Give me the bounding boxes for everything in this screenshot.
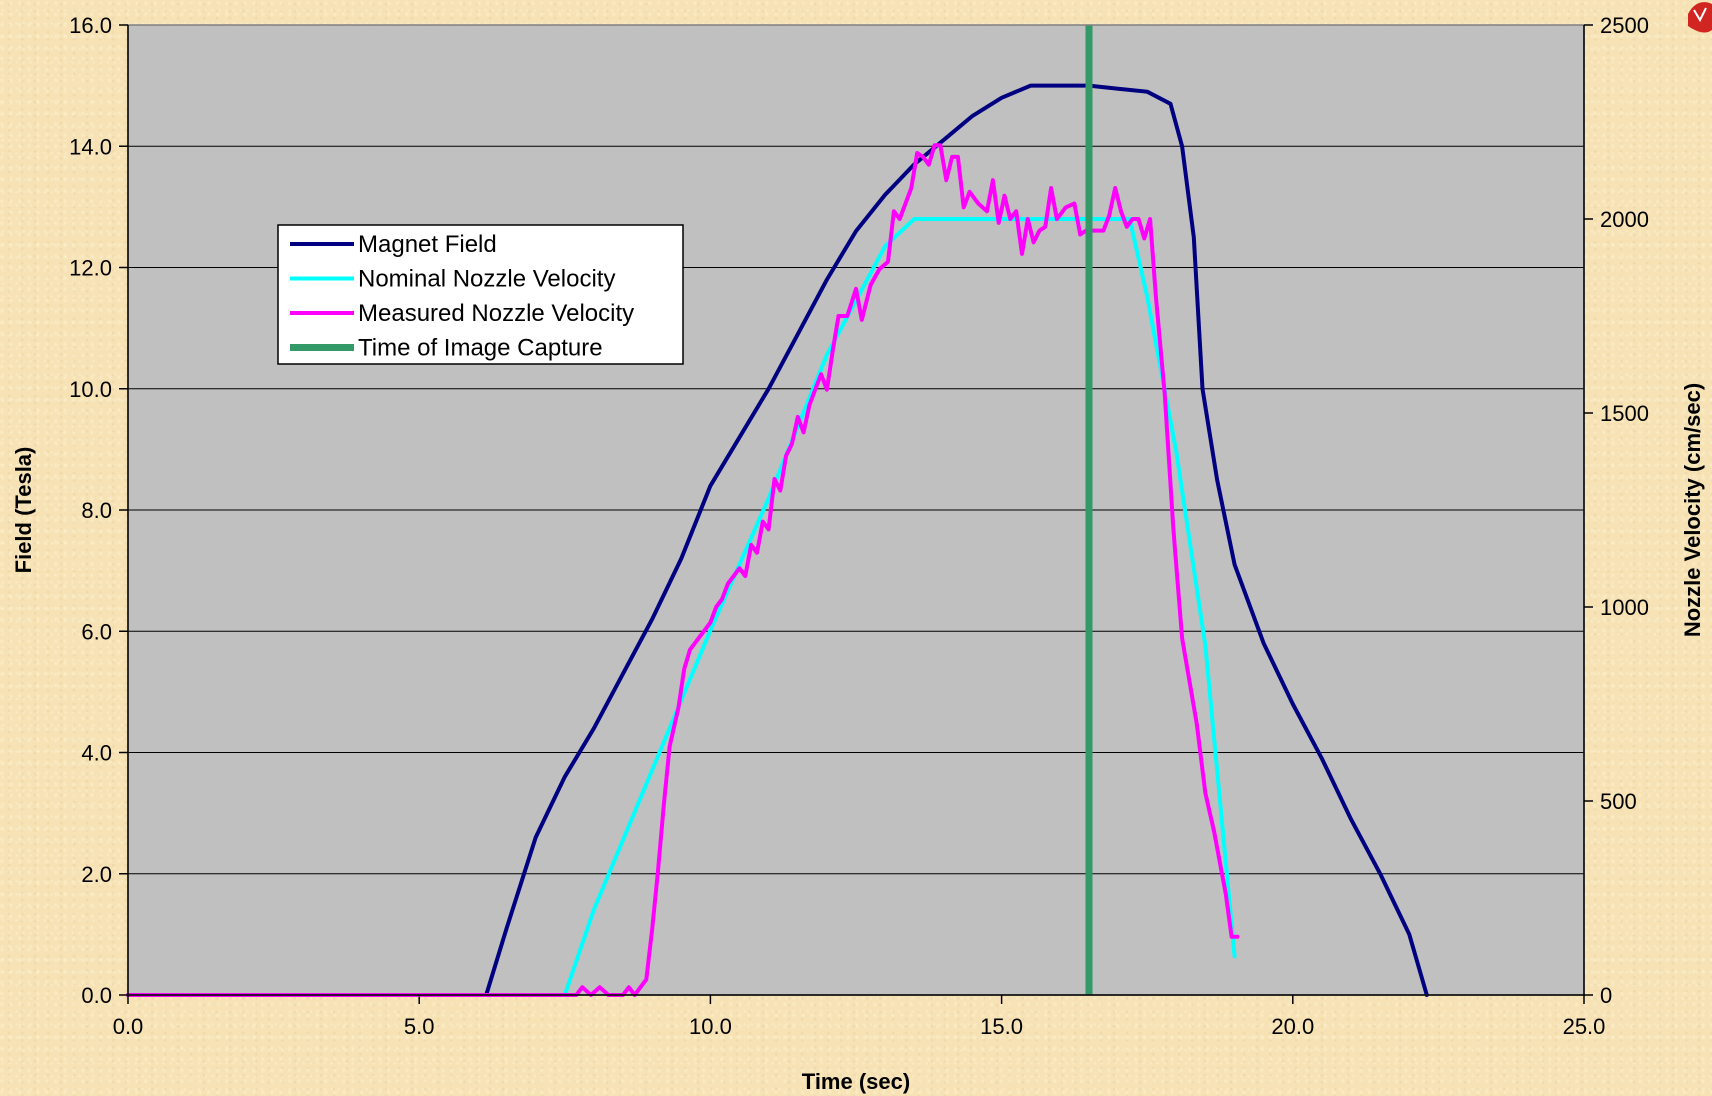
y-tick-label: 2.0	[81, 862, 112, 887]
y2-tick-label: 1500	[1600, 401, 1649, 426]
legend-box	[277, 224, 684, 365]
y2-tick-label: 0	[1600, 983, 1612, 1008]
legend: Magnet Field Nominal Nozzle Velocity Measu…	[277, 224, 684, 365]
y2-tick-label: 1000	[1600, 595, 1649, 620]
x-axis-title: Time (sec)	[802, 1069, 910, 1094]
x-tick-label: 0.0	[113, 1014, 144, 1039]
series-line-nominal-nozzle-velocity	[126, 217, 1237, 997]
gridlines	[128, 145, 1584, 875]
y-tick-label: 6.0	[81, 619, 112, 644]
x-tick-label: 20.0	[1271, 1014, 1314, 1039]
legend-label-magnet-field: Magnet Field	[358, 231, 497, 258]
y-tick-label: 14.0	[69, 134, 112, 159]
y2-tick-label: 2500	[1600, 13, 1649, 38]
y-tick-label: 10.0	[69, 377, 112, 402]
axes: 0.0 5.0 10.0 15.0 20.0 25.0 0.0 2.0 4.0 6.0 8.0 10.…	[69, 13, 1649, 1039]
x-tick-label: 10.0	[689, 1014, 732, 1039]
legend-label-time-of-image-capture: Time of Image Capture	[358, 335, 603, 362]
y2-tick-label: 500	[1600, 789, 1637, 814]
y2-axis-title: Nozzle Velocity (cm/sec)	[1680, 383, 1705, 637]
x-tick-label: 25.0	[1563, 1014, 1606, 1039]
corner-stamp-icon	[1688, 2, 1712, 33]
y-tick-label: 12.0	[69, 256, 112, 281]
legend-label-nominal-nozzle-velocity: Nominal Nozzle Velocity	[358, 266, 615, 293]
legend-label-measured-nozzle-velocity: Measured Nozzle Velocity	[358, 300, 634, 327]
series-line-measured-nozzle-velocity	[126, 143, 1240, 997]
x-tick-label: 5.0	[404, 1014, 435, 1039]
y-axis-title: Field (Tesla)	[11, 447, 36, 574]
y2-tick-label: 2000	[1600, 207, 1649, 232]
y-tick-label: 16.0	[69, 13, 112, 38]
series-line-magnet-field	[126, 83, 1429, 997]
y-tick-label: 0.0	[81, 983, 112, 1008]
series-layer	[126, 25, 1429, 997]
x-tick-label: 15.0	[980, 1014, 1023, 1039]
y-tick-label: 4.0	[81, 741, 112, 766]
y-tick-label: 8.0	[81, 498, 112, 523]
